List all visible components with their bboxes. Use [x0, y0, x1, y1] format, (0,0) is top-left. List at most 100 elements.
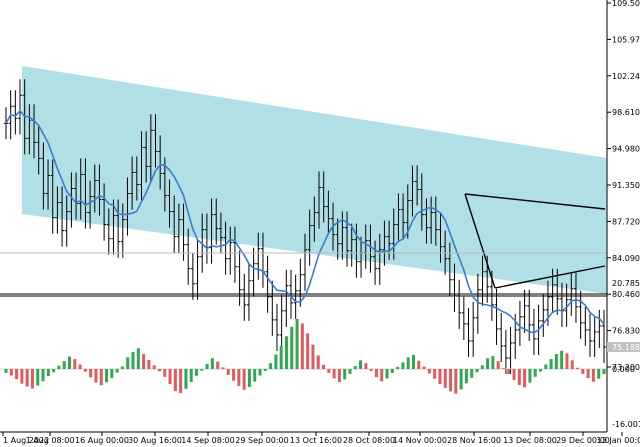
oscillator-bar — [586, 369, 590, 379]
oscillator-bar — [581, 369, 585, 374]
price-bar — [139, 131, 144, 201]
triangle-line[interactable] — [464, 193, 606, 210]
oscillator-bar — [210, 358, 214, 369]
price-bar — [373, 240, 378, 285]
oscillator-bar — [359, 360, 363, 369]
time-tick-label: 28 Nov 16:00 — [447, 436, 501, 445]
oscillator-bar — [4, 369, 8, 373]
oscillator-tick-label: 0.000 — [612, 365, 635, 374]
oscillator-bar — [576, 367, 580, 369]
triangle-line[interactable] — [494, 265, 606, 289]
oscillator-bar — [597, 369, 601, 379]
oscillator-bar — [337, 369, 341, 382]
price-bar — [69, 172, 74, 228]
current-price-label: 75.188 — [612, 343, 640, 352]
oscillator-bar — [258, 369, 262, 376]
price-bar — [475, 273, 480, 334]
oscillator-tick-label: 20.7851 — [612, 279, 640, 288]
oscillator-bar — [147, 359, 151, 369]
main-price-pane[interactable] — [0, 66, 607, 375]
price-bar — [195, 240, 200, 300]
oscillator-bar — [200, 369, 204, 371]
price-bar — [457, 279, 462, 329]
oscillator-pane[interactable] — [0, 318, 607, 394]
oscillator-bar — [195, 369, 199, 376]
oscillator-bar — [68, 356, 72, 369]
oscillator-bar — [554, 354, 558, 369]
price-bar — [83, 158, 88, 229]
oscillator-bar — [46, 369, 50, 377]
oscillator-bar — [205, 364, 209, 369]
oscillator-bar — [131, 352, 135, 369]
oscillator-bar — [216, 361, 220, 369]
price-bar — [573, 272, 578, 323]
price-bar — [265, 255, 270, 313]
price-tick-label: 84.090 — [612, 254, 640, 263]
oscillator-bar — [279, 345, 283, 369]
oscillator-bar — [247, 369, 251, 387]
triangle-line[interactable] — [464, 193, 496, 289]
oscillator-bar — [15, 369, 19, 380]
price-bar — [181, 203, 186, 261]
price-bar — [354, 223, 359, 278]
price-bar — [466, 307, 471, 357]
price-bar — [162, 157, 167, 212]
oscillator-bar — [152, 365, 156, 369]
oscillator-bar — [380, 369, 384, 382]
time-tick-label: 13 Oct 16:00 — [290, 436, 342, 445]
price-bar — [274, 303, 279, 351]
oscillator-histogram — [4, 318, 606, 394]
price-bar — [405, 184, 410, 239]
price-bar — [153, 114, 158, 168]
oscillator-bar — [237, 369, 241, 386]
price-bar — [569, 272, 574, 316]
oscillator-bar — [501, 368, 505, 369]
oscillator-bar — [284, 336, 288, 369]
price-bar — [288, 269, 293, 319]
time-tick-label: 1 Aug 2022 — [3, 436, 49, 445]
price-bar — [583, 306, 588, 346]
oscillator-bar — [322, 364, 326, 369]
oscillator-bar — [157, 369, 161, 372]
price-bar — [120, 203, 125, 258]
price-bar — [64, 195, 69, 247]
price-bar — [218, 212, 223, 254]
price-bar — [158, 135, 163, 190]
oscillator-bar — [491, 356, 495, 369]
oscillator-bar — [126, 357, 130, 369]
price-bar — [251, 247, 256, 297]
price-bar — [499, 312, 504, 362]
price-bar — [60, 186, 65, 247]
price-bar — [345, 211, 350, 267]
oscillator-bar — [36, 369, 40, 386]
triangle-pattern[interactable] — [464, 193, 606, 289]
oscillator-bar — [168, 369, 172, 384]
oscillator-bar — [374, 369, 378, 378]
descending-channel[interactable] — [22, 66, 607, 294]
price-bar — [415, 165, 420, 206]
oscillator-bar — [311, 344, 315, 369]
price-bar — [148, 114, 153, 183]
price-bar — [228, 226, 233, 275]
price-bar — [92, 164, 97, 213]
price-tick-label: 91.350 — [612, 181, 640, 190]
oscillator-bar — [602, 369, 606, 375]
price-bar — [106, 208, 111, 255]
oscillator-bar — [565, 353, 569, 369]
price-bar — [176, 203, 181, 253]
oscillator-bar — [438, 369, 442, 384]
price-bar — [555, 268, 560, 315]
price-bar — [312, 196, 317, 242]
oscillator-bar — [110, 369, 114, 379]
price-tick-label: 73.200 — [612, 363, 640, 372]
oscillator-bar — [417, 360, 421, 369]
price-bar — [480, 255, 485, 306]
oscillator-bar — [396, 366, 400, 369]
price-bar — [564, 283, 569, 327]
price-bar — [410, 165, 415, 217]
oscillator-bar — [274, 354, 278, 369]
price-bar — [246, 264, 251, 321]
oscillator-bar — [83, 369, 87, 372]
price-bar — [447, 242, 452, 296]
